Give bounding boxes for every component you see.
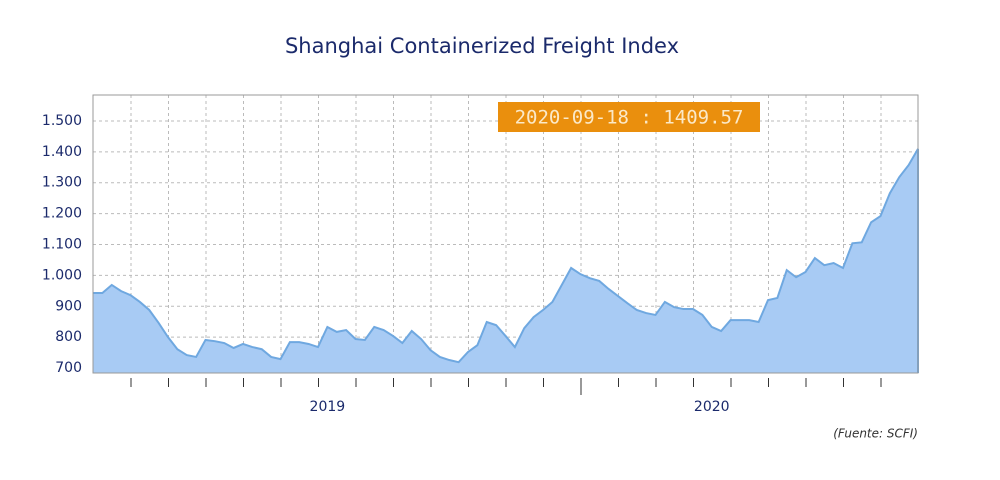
y-tick-label: 1.100	[42, 237, 82, 253]
source: (Fuente: SCFI)	[833, 427, 918, 441]
plot-frame	[92, 94, 919, 374]
annotation-box	[498, 102, 760, 132]
x-tick-label: 2020	[694, 399, 730, 415]
y-tick-label: 800	[55, 329, 82, 345]
y-tick-label: 700	[55, 360, 82, 376]
y-tick-label: 1.200	[42, 206, 82, 222]
y-tick-label: 1.400	[42, 144, 82, 160]
y-tick-label: 1.500	[42, 113, 82, 129]
y-tick-label: 1.300	[42, 175, 82, 191]
y-tick-label: 1.000	[42, 267, 82, 283]
chart-title: Shanghai Containerized Freight Index	[285, 34, 679, 58]
annotation: 2020-09-18 : 1409.57	[515, 107, 744, 129]
line	[93, 148, 919, 364]
y-tick-label: 900	[55, 298, 82, 314]
x-tick-label: 2019	[310, 399, 346, 415]
area	[93, 148, 918, 373]
